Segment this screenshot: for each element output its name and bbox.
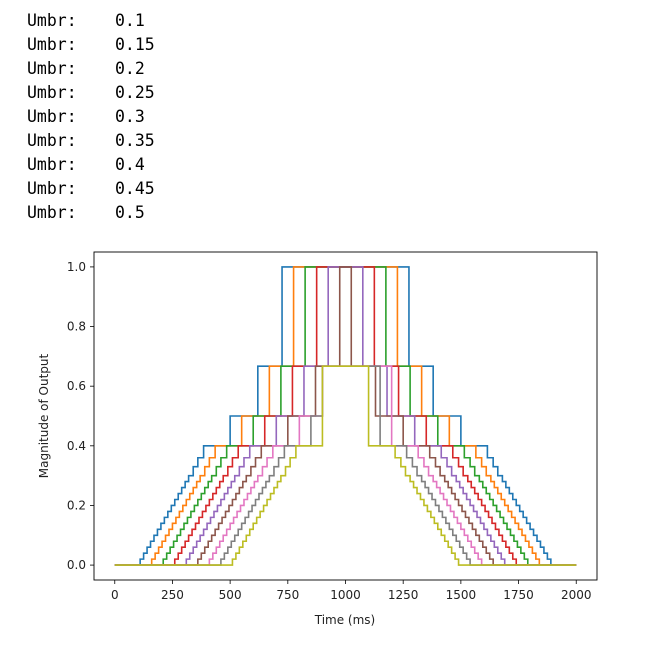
output-line-label: Umbr:	[27, 203, 77, 222]
output-line-value: 0.45	[115, 179, 155, 198]
output-line-value: 0.1	[115, 11, 145, 30]
plot-lines	[114, 266, 577, 566]
output-line-label: Umbr:	[27, 107, 77, 126]
series-line-umbr-0-4	[114, 365, 577, 566]
series-line-umbr-0-1	[114, 266, 577, 566]
y-axis: 0.0 0.2 0.4 0.6 0.8 1.0	[67, 260, 94, 572]
x-tick-label: 1250	[388, 588, 419, 602]
output-line-value: 0.5	[115, 203, 145, 222]
output-line: Umbr: 0.45	[27, 177, 155, 201]
x-axis: 0 250 500 750 1000 1250 1500 1750 2000	[111, 580, 592, 602]
output-line-value: 0.15	[115, 35, 155, 54]
cell-output: Umbr: 0.1 Umbr: 0.15 Umbr: 0.2 Umbr: 0.25 Umbr: 0…	[27, 9, 155, 225]
x-tick-label: 750	[276, 588, 299, 602]
output-line-label: Umbr:	[27, 83, 77, 102]
output-line: Umbr: 0.3	[27, 105, 155, 129]
output-line-value: 0.2	[115, 59, 145, 78]
series-line-umbr-0-15	[114, 266, 577, 566]
output-line: Umbr: 0.1	[27, 9, 155, 33]
y-tick-label: 1.0	[67, 260, 86, 274]
output-line: Umbr: 0.15	[27, 33, 155, 57]
output-line: Umbr: 0.25	[27, 81, 155, 105]
output-line: Umbr: 0.2	[27, 57, 155, 81]
output-line-value: 0.4	[115, 155, 145, 174]
output-line-label: Umbr:	[27, 11, 77, 30]
output-line: Umbr: 0.4	[27, 153, 155, 177]
series-line-umbr-0-45	[114, 365, 577, 566]
x-tick-label: 2000	[561, 588, 592, 602]
x-tick-label: 1500	[446, 588, 477, 602]
y-tick-label: 0.8	[67, 320, 86, 334]
y-tick-label: 0.2	[67, 498, 86, 512]
output-line-label: Umbr:	[27, 179, 77, 198]
y-axis-label: Magnitude of Output	[37, 353, 51, 478]
output-line-value: 0.25	[115, 83, 155, 102]
output-line-label: Umbr:	[27, 59, 77, 78]
output-line-label: Umbr:	[27, 35, 77, 54]
x-tick-label: 500	[219, 588, 242, 602]
x-tick-label: 1000	[330, 588, 361, 602]
series-line-umbr-0-35	[114, 266, 577, 566]
output-line-label: Umbr:	[27, 155, 77, 174]
output-line-value: 0.35	[115, 131, 155, 150]
series-line-umbr-0-3	[114, 266, 577, 566]
output-line: Umbr: 0.5	[27, 201, 155, 225]
x-tick-label: 1750	[503, 588, 534, 602]
output-line-label: Umbr:	[27, 131, 77, 150]
x-tick-label: 250	[161, 588, 184, 602]
y-tick-label: 0.0	[67, 558, 86, 572]
series-line-umbr-0-2	[114, 266, 577, 566]
series-line-umbr-0-25	[114, 266, 577, 566]
x-axis-label: Time (ms)	[314, 613, 376, 627]
series-line-umbr-0-5	[114, 365, 577, 566]
output-line-value: 0.3	[115, 107, 145, 126]
x-tick-label: 0	[111, 588, 119, 602]
y-tick-label: 0.4	[67, 439, 86, 453]
y-tick-label: 0.6	[67, 379, 86, 393]
output-line: Umbr: 0.35	[27, 129, 155, 153]
